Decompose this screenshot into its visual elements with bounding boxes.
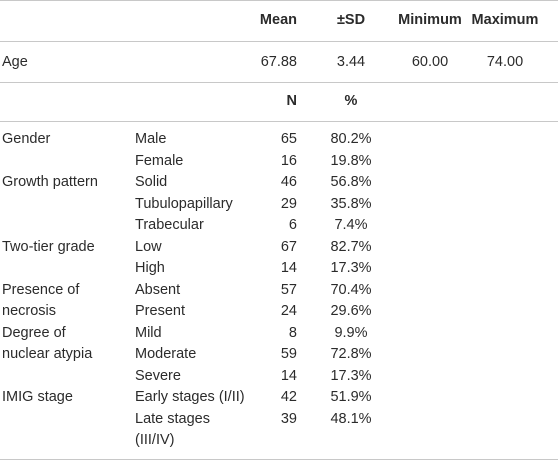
cell: 80.2%	[330, 131, 372, 147]
column-header: %	[344, 93, 358, 109]
rule	[0, 82, 558, 83]
cell: Age	[2, 54, 28, 70]
cell: 82.7%	[330, 238, 372, 255]
cell: Two-tier grade	[2, 238, 95, 255]
cell: 59	[280, 346, 297, 362]
cell: necrosis	[2, 303, 56, 319]
cell: 14	[280, 367, 297, 384]
cell: 42	[280, 389, 297, 405]
cell: 70.4%	[330, 281, 372, 298]
cell: 35.8%	[330, 195, 372, 212]
cell: 24	[280, 303, 297, 319]
cell: 67	[280, 238, 297, 255]
cell: 29	[280, 195, 297, 212]
cell: nuclear atypia	[2, 346, 93, 362]
column-header: Minimum	[398, 12, 462, 28]
cell: 6	[288, 217, 297, 233]
cell: 57	[280, 281, 297, 298]
cell: 39	[280, 410, 297, 427]
cell: Solid	[135, 174, 168, 190]
cell: 67.88	[260, 54, 297, 70]
cell: Degree of	[2, 324, 66, 341]
cell: 19.8%	[330, 152, 372, 169]
column-header: N	[286, 93, 297, 109]
cell: Tubulopapillary	[135, 195, 233, 212]
cell: Presence of	[2, 281, 80, 298]
cell: Early stages (I/II)	[135, 389, 245, 405]
cell: 16	[280, 152, 297, 169]
cell: 56.8%	[330, 174, 372, 190]
cell: 3.44	[336, 54, 366, 70]
cell: Moderate	[135, 346, 197, 362]
cell: 17.3%	[330, 367, 372, 384]
column-header: Maximum	[471, 12, 539, 28]
cell: Trabecular	[135, 217, 204, 233]
cell: 65	[280, 131, 297, 147]
cell: Low	[135, 238, 162, 255]
cell: 48.1%	[330, 410, 372, 427]
cell: 46	[280, 174, 297, 190]
cell: IMIG stage	[2, 389, 73, 405]
cell: High	[135, 260, 165, 276]
cell: 8	[288, 324, 297, 341]
rule	[0, 121, 558, 122]
cell: Absent	[135, 281, 181, 298]
cell: (III/IV)	[135, 432, 175, 448]
cell: Female	[135, 152, 184, 169]
cell: 14	[280, 260, 297, 276]
cell: 51.9%	[330, 389, 372, 405]
cell: 17.3%	[330, 260, 372, 276]
rule	[0, 459, 558, 460]
cell: Growth pattern	[2, 174, 98, 190]
cell: Late stages	[135, 410, 210, 427]
cell: Gender	[2, 131, 51, 147]
cell: 9.9%	[334, 324, 368, 341]
rule	[0, 0, 558, 1]
cell: Present	[135, 303, 185, 319]
cell: Male	[135, 131, 167, 147]
column-header: ±SD	[336, 12, 366, 28]
cell: Mild	[135, 324, 162, 341]
rule	[0, 41, 558, 42]
cell: 60.00	[411, 54, 449, 70]
cell: 29.6%	[330, 303, 372, 319]
cell: 72.8%	[330, 346, 372, 362]
cell: 7.4%	[334, 217, 368, 233]
cell: Severe	[135, 367, 181, 384]
column-header: Mean	[259, 12, 297, 28]
cell: 74.00	[486, 54, 524, 70]
